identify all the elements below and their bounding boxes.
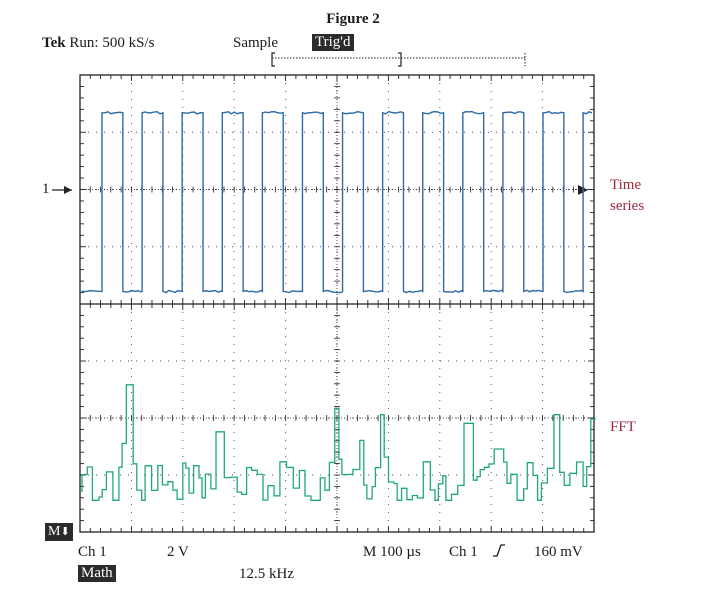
time-series-label: Time series bbox=[610, 175, 644, 217]
record-bracket-left bbox=[271, 52, 275, 67]
channel-1-arrow-head bbox=[64, 186, 72, 194]
time-series-trace bbox=[81, 110, 593, 294]
channel-1-marker: 1 bbox=[42, 181, 50, 197]
time-series-label-line1: Time bbox=[610, 177, 642, 193]
math-marker-label: M bbox=[48, 524, 61, 539]
time-series-label-line2: series bbox=[610, 198, 645, 214]
fft-trace bbox=[81, 384, 597, 501]
timebase-readout: M 100 µs bbox=[363, 544, 421, 560]
trigger-source: Ch 1 bbox=[449, 544, 478, 560]
fft-label: FFT bbox=[610, 419, 636, 435]
ch1-scale: 2 V bbox=[167, 544, 189, 560]
ch1-label: Ch 1 bbox=[78, 544, 107, 560]
rising-edge-icon bbox=[492, 542, 506, 565]
scope-header-status: Tek Run: 500 kS/s bbox=[42, 35, 154, 52]
math-marker: M⬇ bbox=[45, 523, 73, 541]
trigger-level: 160 mV bbox=[534, 544, 583, 560]
run-status: Run: 500 kS/s bbox=[69, 35, 155, 51]
acquire-mode: Sample bbox=[233, 35, 278, 51]
record-bracket-right bbox=[398, 52, 402, 67]
brand-label: Tek bbox=[42, 35, 66, 51]
figure-title: Figure 2 bbox=[326, 11, 380, 27]
trigger-status-badge: Trig'd bbox=[312, 34, 354, 51]
math-scale: 12.5 kHz bbox=[239, 566, 294, 582]
down-arrow-icon: ⬇ bbox=[60, 526, 70, 538]
math-badge: Math bbox=[78, 565, 116, 582]
